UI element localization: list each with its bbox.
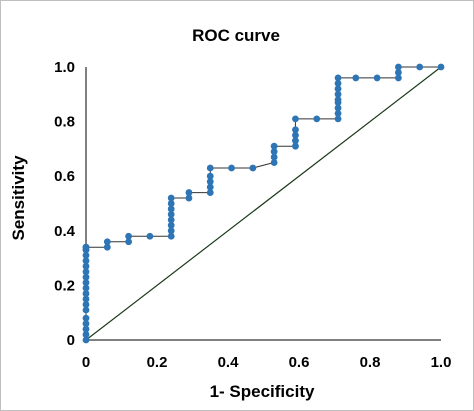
chart-title: ROC curve xyxy=(192,26,280,45)
roc-data-point xyxy=(334,90,342,98)
y-tick-label: 1.0 xyxy=(54,59,75,76)
roc-data-point xyxy=(334,115,342,123)
roc-data-point xyxy=(292,131,299,139)
roc-data-point xyxy=(334,79,342,87)
roc-data-point xyxy=(167,232,175,240)
roc-data-point xyxy=(206,189,214,196)
roc-data-point xyxy=(292,137,299,145)
roc-data-point xyxy=(206,178,214,186)
y-tick-label: 0 xyxy=(67,332,75,349)
roc-data-point xyxy=(82,257,90,265)
roc-data-point xyxy=(103,238,111,246)
roc-data-point xyxy=(352,74,360,82)
roc-data-point xyxy=(395,69,402,76)
roc-data-point xyxy=(228,164,235,172)
x-tick-label: 0.2 xyxy=(147,354,168,371)
roc-data-point xyxy=(206,164,214,172)
roc-data-point xyxy=(416,63,424,71)
roc-data-point xyxy=(270,142,278,150)
y-tick-label: 0.8 xyxy=(54,114,75,131)
roc-data-point xyxy=(103,243,111,251)
roc-data-point xyxy=(167,200,175,207)
roc-data-point xyxy=(82,314,90,322)
roc-data-point xyxy=(270,153,278,161)
x-tick-label: 0.6 xyxy=(289,354,310,371)
roc-data-point xyxy=(82,301,90,308)
roc-data-point xyxy=(334,110,342,117)
roc-data-point xyxy=(395,63,402,71)
roc-data-point xyxy=(334,96,342,104)
roc-data-point xyxy=(167,216,175,224)
roc-data-point xyxy=(270,159,278,166)
x-axis-label: 1- Specificity xyxy=(210,382,315,401)
series-layer xyxy=(82,63,445,344)
roc-data-point xyxy=(82,336,90,344)
roc-data-point xyxy=(82,251,90,259)
roc-data-point xyxy=(185,194,193,202)
roc-data-point xyxy=(292,115,299,123)
y-tick-labels: 0 0.2 0.4 0.6 0.8 1.0 xyxy=(54,59,76,349)
roc-data-point xyxy=(82,284,90,292)
roc-data-point xyxy=(82,262,90,270)
x-tick-label: 0.8 xyxy=(360,354,381,371)
roc-data-point xyxy=(82,320,90,328)
roc-data-point xyxy=(125,232,132,240)
y-tick-label: 0.4 xyxy=(54,223,76,240)
roc-data-point xyxy=(146,232,154,240)
roc-data-point xyxy=(334,85,342,93)
roc-data-point xyxy=(82,295,90,303)
roc-data-point xyxy=(82,279,90,287)
y-tick-label: 0.2 xyxy=(54,277,75,294)
reference-diagonal-line xyxy=(85,66,442,341)
roc-data-point xyxy=(82,268,90,276)
roc-data-point xyxy=(334,74,342,82)
roc-data-point xyxy=(167,227,175,235)
roc-data-point xyxy=(167,194,175,202)
roc-data-point xyxy=(82,331,90,338)
roc-data-point xyxy=(292,126,299,134)
roc-data-point xyxy=(82,290,90,297)
roc-data-point xyxy=(82,243,90,251)
y-axis-label: Sensitivity xyxy=(9,155,28,241)
roc-data-point xyxy=(82,306,90,314)
roc-data-point xyxy=(334,104,342,112)
roc-data-point xyxy=(437,63,445,71)
x-tick-label: 0.4 xyxy=(218,354,240,371)
roc-data-point xyxy=(395,74,402,82)
roc-data-point xyxy=(82,325,90,333)
roc-data-point xyxy=(185,189,193,196)
x-tick-labels: 0 0.2 0.4 0.6 0.8 1.0 xyxy=(82,354,452,371)
roc-data-point xyxy=(167,205,175,213)
roc-data-point xyxy=(270,148,278,156)
roc-data-point xyxy=(167,211,175,218)
roc-data-point xyxy=(292,142,299,150)
roc-data-point xyxy=(82,273,90,281)
y-tick-label: 0.6 xyxy=(54,168,75,185)
roc-data-point xyxy=(206,172,214,180)
x-tick-label: 1.0 xyxy=(431,354,452,371)
roc-data-point xyxy=(206,183,214,191)
roc-data-point xyxy=(125,238,132,246)
x-tick-label: 0 xyxy=(82,354,90,371)
roc-data-point xyxy=(167,221,175,229)
roc-data-point xyxy=(249,164,257,172)
roc-data-point xyxy=(313,115,321,123)
roc-data-point xyxy=(373,74,381,82)
